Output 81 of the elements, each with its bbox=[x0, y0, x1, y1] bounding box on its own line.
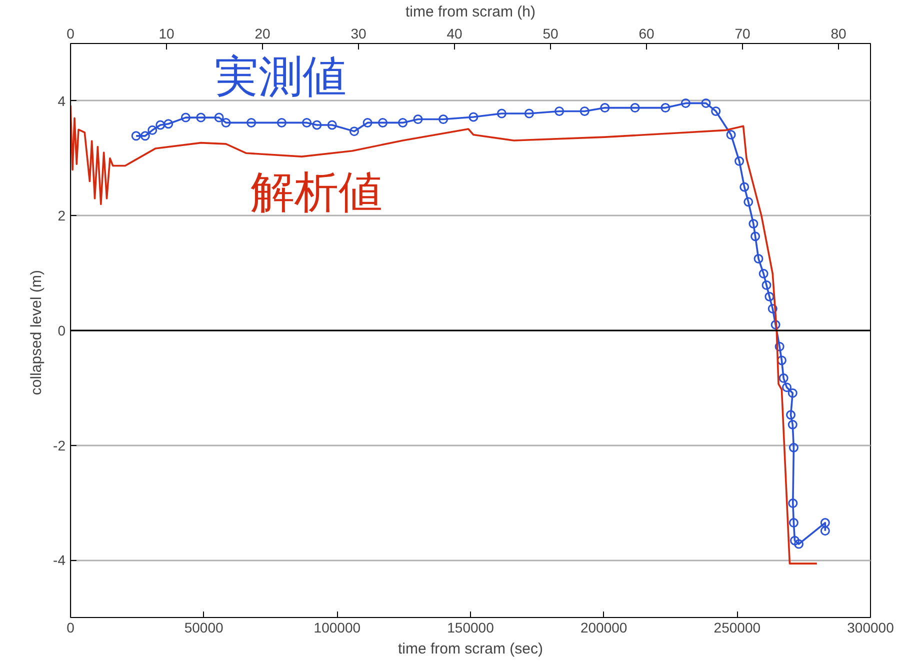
point bbox=[554, 106, 564, 116]
x2-tick-label: 70 bbox=[734, 26, 751, 42]
point bbox=[750, 232, 760, 242]
x2-tick-label: 60 bbox=[638, 26, 654, 42]
x-tick-label: 100000 bbox=[314, 620, 361, 636]
point bbox=[754, 254, 764, 264]
point bbox=[302, 118, 312, 128]
y-tick-label: 2 bbox=[58, 208, 66, 224]
point bbox=[246, 118, 256, 128]
point bbox=[788, 518, 798, 528]
point bbox=[794, 539, 804, 549]
y-tick-label: -4 bbox=[53, 552, 66, 568]
point bbox=[820, 518, 830, 528]
series-label: 解析値 bbox=[250, 168, 382, 218]
y-tick-label: 4 bbox=[58, 92, 66, 109]
point bbox=[196, 112, 206, 122]
point bbox=[276, 118, 286, 128]
point bbox=[786, 410, 796, 420]
series-label: 実測値 bbox=[214, 52, 346, 102]
point bbox=[378, 118, 388, 128]
point bbox=[580, 106, 590, 116]
point bbox=[180, 112, 190, 122]
point bbox=[758, 268, 768, 278]
point bbox=[312, 120, 322, 130]
point bbox=[349, 126, 359, 136]
point bbox=[600, 103, 610, 113]
point bbox=[778, 373, 788, 383]
point bbox=[744, 197, 754, 207]
point bbox=[496, 108, 506, 118]
point bbox=[740, 182, 750, 192]
point bbox=[164, 119, 174, 129]
point bbox=[788, 498, 798, 508]
point bbox=[768, 304, 778, 314]
point bbox=[790, 536, 800, 546]
point bbox=[776, 356, 786, 366]
y-tick-label: -2 bbox=[53, 437, 66, 454]
point bbox=[327, 120, 337, 130]
point bbox=[711, 106, 721, 116]
x2-tick-label: 50 bbox=[542, 26, 558, 42]
point bbox=[770, 320, 780, 330]
x2-axis-title: time from scram (h) bbox=[406, 4, 536, 20]
point bbox=[748, 218, 758, 228]
point bbox=[788, 388, 798, 398]
point bbox=[438, 114, 448, 124]
point bbox=[140, 131, 150, 141]
point bbox=[630, 103, 640, 113]
x-tick-label: 250000 bbox=[714, 620, 761, 636]
point bbox=[148, 125, 158, 135]
x2-tick-label: 80 bbox=[830, 26, 847, 42]
point bbox=[221, 118, 231, 128]
point bbox=[214, 112, 224, 122]
point bbox=[156, 120, 166, 130]
point bbox=[788, 442, 798, 452]
point bbox=[774, 342, 784, 352]
point bbox=[782, 382, 792, 392]
point bbox=[680, 98, 690, 108]
point bbox=[660, 103, 670, 113]
point bbox=[764, 292, 774, 302]
point bbox=[131, 131, 141, 141]
point bbox=[398, 118, 408, 128]
x2-tick-label: 20 bbox=[254, 26, 270, 42]
x-tick-label: 300000 bbox=[847, 620, 894, 636]
x2-tick-label: 30 bbox=[350, 26, 366, 42]
x-tick-label: 200000 bbox=[580, 620, 628, 636]
point bbox=[362, 118, 372, 128]
x-axis-title: time from scram (sec) bbox=[398, 640, 544, 658]
y-axis-title: collapsed level (m) bbox=[28, 270, 46, 396]
point bbox=[726, 130, 736, 140]
point bbox=[788, 420, 798, 430]
x-tick-label: 150000 bbox=[447, 620, 494, 636]
point bbox=[734, 156, 744, 166]
x2-tick-label: 40 bbox=[446, 26, 462, 42]
x2-tick-label: 10 bbox=[158, 26, 174, 42]
point bbox=[701, 98, 711, 108]
point bbox=[820, 526, 830, 536]
x-tick-label: 50000 bbox=[184, 620, 224, 636]
point bbox=[524, 108, 534, 118]
point bbox=[762, 280, 772, 290]
point bbox=[413, 114, 423, 124]
point bbox=[468, 112, 478, 122]
y-tick-label: 0 bbox=[58, 322, 66, 338]
